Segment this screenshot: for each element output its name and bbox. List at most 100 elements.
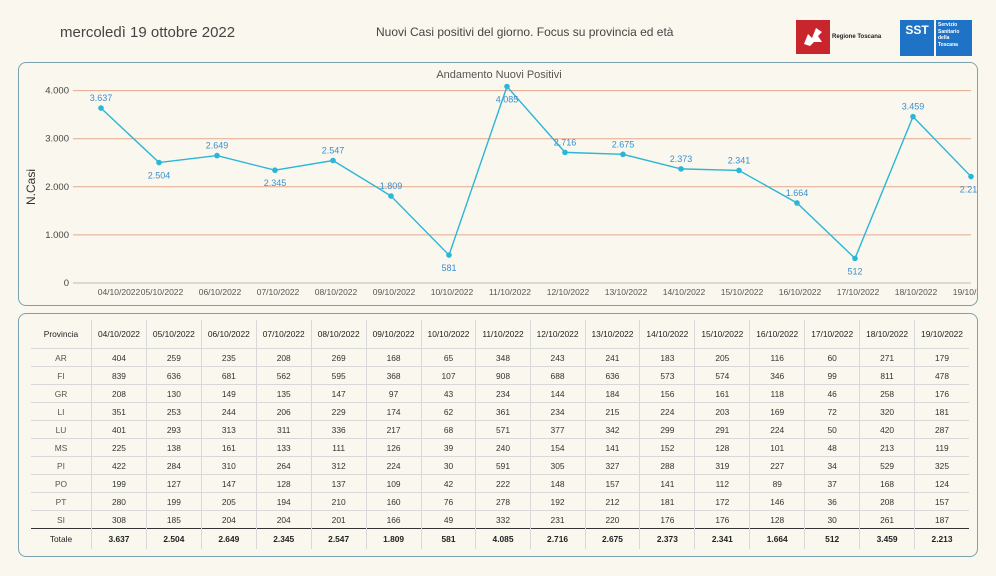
cases-cell: 312: [311, 456, 367, 475]
data-label: 2.373: [670, 154, 693, 164]
table-row: LI 351 253 244 206 229 174 62 361 234 215 224 203 169…: [31, 402, 969, 421]
data-point: [330, 157, 336, 164]
data-point: [794, 200, 800, 206]
cases-cell: 299: [639, 420, 696, 439]
total-cell: 1.809: [366, 528, 422, 549]
cases-cell: 192: [530, 492, 586, 511]
column-header-provincia: Provincia: [31, 320, 92, 349]
x-tick-label: 14/10/2022: [663, 287, 706, 297]
cases-cell: 89: [749, 474, 806, 493]
total-cell: 581: [421, 528, 477, 549]
cases-cell: 201: [311, 510, 367, 529]
cases-cell: 311: [256, 420, 312, 439]
table-panel: Provincia 04/10/2022 05/10/2022 06/10/2022…: [18, 313, 978, 557]
province-cell: LU: [31, 420, 92, 439]
total-cell: 2.716: [530, 528, 586, 549]
x-tick-label: 11/10/2022: [489, 287, 531, 297]
data-label: 2.675: [612, 139, 635, 149]
column-header-date: 06/10/2022: [201, 320, 257, 349]
column-header-date: 14/10/2022: [639, 320, 696, 349]
cases-cell: 636: [585, 366, 641, 385]
data-point: [620, 151, 626, 158]
province-cell: MS: [31, 438, 92, 457]
cases-cell: 148: [530, 474, 586, 493]
x-tick-label: 15/10/2022: [721, 287, 764, 297]
cases-cell: 147: [201, 474, 257, 493]
cases-cell: 284: [146, 456, 202, 475]
cases-cell: 291: [694, 420, 751, 439]
table-row: SI 308 185 204 204 201 166 49 332 231 220 176 176 128…: [31, 510, 969, 529]
x-axis-ticks: 04/10/2022 05/10/2022 06/10/2022 07/10/2022…: [98, 287, 996, 297]
cases-cell: 342: [585, 420, 641, 439]
total-row: Totale 3.637 2.504 2.649 2.345 2.547 1.809 581 4…: [31, 528, 969, 549]
cases-cell: 118: [749, 384, 806, 403]
column-header-date: 12/10/2022: [530, 320, 586, 349]
cases-cell: 224: [366, 456, 422, 475]
table-row: GR 208 130 149 135 147 97 43 234 144 184 156 161 118 4…: [31, 384, 969, 403]
cases-cell: 168: [366, 348, 422, 367]
x-tick-label: 04/10/2022: [98, 287, 141, 297]
cases-by-province-table: Provincia 04/10/2022 05/10/2022 06/10/2022…: [31, 320, 969, 549]
cases-cell: 181: [914, 402, 969, 421]
cases-cell: 168: [859, 474, 916, 493]
page-header: mercoledì 19 ottobre 2022 Nuovi Casi pos…: [0, 0, 996, 58]
cases-cell: 72: [804, 402, 861, 421]
cases-cell: 287: [914, 420, 969, 439]
cases-cell: 205: [694, 348, 751, 367]
total-cell: 2.341: [694, 528, 751, 549]
table-row: PO 199 127 147 128 137 109 42 222 148 157 141 112 89 3…: [31, 474, 969, 493]
table-row: FI 839 636 681 562 595 368 107 908 688 636 573 574 34…: [31, 366, 969, 385]
column-header-date: 18/10/2022: [859, 320, 916, 349]
data-point: [504, 83, 510, 90]
cases-cell: 166: [366, 510, 422, 529]
table-row: PI 422 284 310 264 312 224 30 591 305 327 288 319 227…: [31, 456, 969, 475]
table-row: LU 401 293 313 311 336 217 68 571 377 342 299 291 224…: [31, 420, 969, 439]
cases-cell: 174: [366, 402, 422, 421]
cases-cell: 243: [530, 348, 586, 367]
cases-cell: 220: [585, 510, 641, 529]
sst-mark: SST: [900, 20, 934, 56]
x-tick-label: 13/10/2022: [605, 287, 648, 297]
cases-cell: 332: [475, 510, 531, 529]
column-header-date: 15/10/2022: [694, 320, 751, 349]
cases-cell: 422: [91, 456, 147, 475]
cases-cell: 50: [804, 420, 861, 439]
cases-cell: 172: [694, 492, 751, 511]
cases-cell: 199: [146, 492, 202, 511]
cases-cell: 227: [749, 456, 806, 475]
cases-cell: 203: [694, 402, 751, 421]
cases-cell: 225: [91, 438, 147, 457]
cases-cell: 261: [859, 510, 916, 529]
cases-cell: 908: [475, 366, 531, 385]
cases-cell: 240: [475, 438, 531, 457]
cases-cell: 127: [146, 474, 202, 493]
data-label: 2.341: [728, 155, 751, 165]
cases-cell: 293: [146, 420, 202, 439]
cases-cell: 269: [311, 348, 367, 367]
data-point: [446, 252, 452, 258]
data-label: 1.809: [380, 181, 403, 191]
cases-cell: 154: [530, 438, 586, 457]
cases-cell: 234: [530, 402, 586, 421]
cases-cell: 327: [585, 456, 641, 475]
cases-cell: 811: [859, 366, 916, 385]
cases-cell: 636: [146, 366, 202, 385]
y-tick-label: 1.000: [45, 230, 69, 241]
cases-cell: 264: [256, 456, 312, 475]
data-label: 2.547: [322, 146, 345, 156]
series-nuovi-positivi: [100, 85, 972, 260]
cases-cell: 144: [530, 384, 586, 403]
cases-cell: 361: [475, 402, 531, 421]
y-tick-label: 3.000: [45, 134, 69, 145]
cases-cell: 156: [639, 384, 696, 403]
cases-cell: 319: [694, 456, 751, 475]
cases-cell: 278: [475, 492, 531, 511]
gridlines: [73, 90, 971, 284]
cases-cell: 39: [421, 438, 477, 457]
cases-cell: 204: [256, 510, 312, 529]
cases-cell: 42: [421, 474, 477, 493]
cases-cell: 681: [201, 366, 257, 385]
total-cell: 2.213: [914, 528, 969, 549]
x-tick-label: 05/10/2022: [141, 287, 184, 297]
cases-cell: 208: [91, 384, 147, 403]
